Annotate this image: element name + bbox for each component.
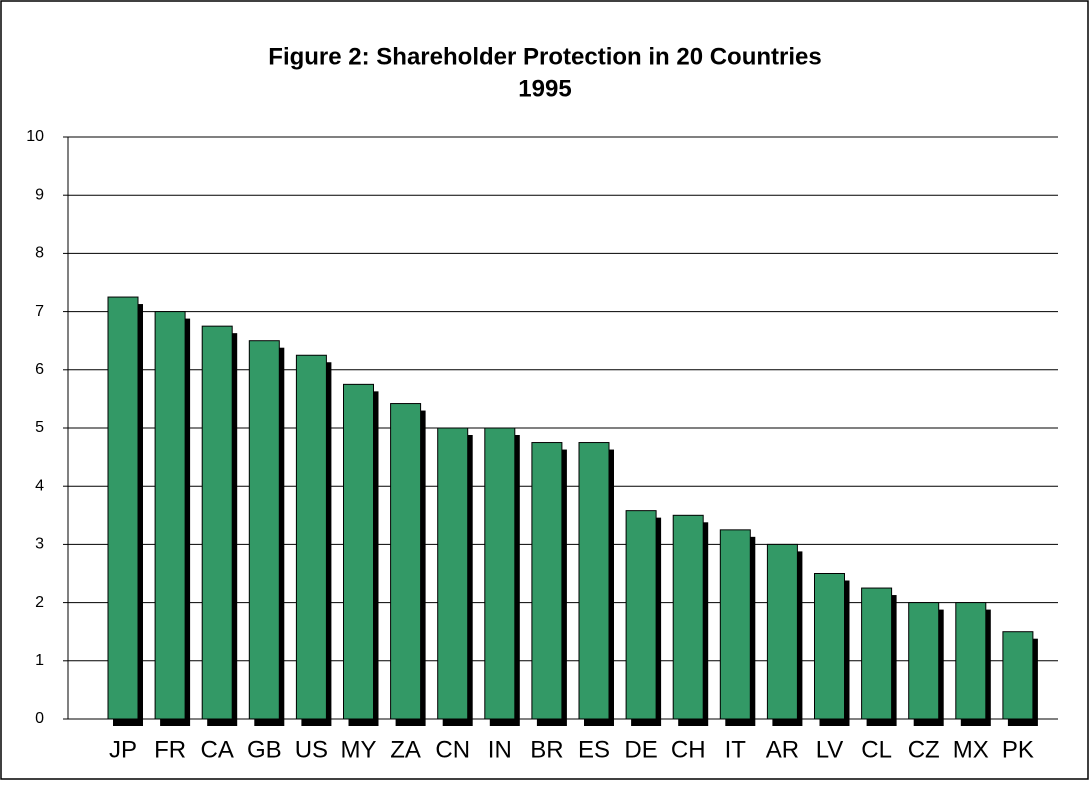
bar — [814, 573, 845, 720]
bar — [719, 529, 751, 720]
y-tick-label: 1 — [35, 652, 44, 669]
bar — [908, 602, 940, 720]
x-tick-label: MY — [341, 736, 377, 763]
bar — [343, 383, 374, 720]
x-tick-label: CN — [435, 736, 470, 763]
bar — [861, 587, 893, 720]
x-tick-label: DE — [624, 736, 657, 763]
bar — [766, 543, 798, 720]
y-tick-label: 0 — [35, 710, 44, 727]
bar — [955, 602, 987, 720]
x-tick-label: ZA — [390, 736, 421, 763]
x-tick-label: IT — [725, 736, 747, 763]
x-tick-label: MX — [953, 736, 989, 763]
bar — [672, 514, 704, 720]
y-tick-label: 5 — [35, 419, 44, 436]
x-tick-label: CZ — [908, 736, 940, 763]
chart-subtitle: 1995 — [518, 75, 571, 102]
y-tick-label: 6 — [35, 361, 44, 378]
x-tick-label: CH — [671, 736, 706, 763]
y-tick-label: 9 — [35, 186, 44, 203]
y-tick-label: 2 — [35, 594, 44, 611]
x-tick-label: US — [295, 736, 328, 763]
x-tick-label: AR — [766, 736, 799, 763]
bar — [625, 510, 657, 720]
x-tick-label: JP — [109, 736, 137, 763]
bar — [295, 354, 327, 720]
x-tick-label: CA — [201, 736, 234, 763]
y-tick-label: 7 — [35, 303, 44, 320]
bar — [201, 325, 233, 720]
x-tick-label: FR — [154, 736, 186, 763]
bar — [390, 403, 422, 720]
y-tick-label: 4 — [35, 477, 44, 494]
x-tick-label: GB — [247, 736, 282, 763]
bar — [154, 311, 186, 720]
bar — [531, 442, 563, 720]
bar — [484, 427, 516, 720]
x-tick-label: LV — [816, 736, 844, 763]
bar — [437, 427, 469, 720]
x-tick-label: BR — [530, 736, 563, 763]
x-tick-label: IN — [488, 736, 512, 763]
bar — [248, 340, 280, 720]
y-tick-label: 8 — [35, 245, 44, 262]
bar — [1002, 631, 1034, 720]
bar — [578, 442, 610, 720]
x-tick-label: ES — [578, 736, 610, 763]
chart-title: Figure 2: Shareholder Protection in 20 C… — [268, 43, 821, 70]
x-tick-label: CL — [861, 736, 892, 763]
y-tick-label: 3 — [35, 536, 44, 553]
bar — [107, 296, 139, 720]
y-tick-label: 10 — [26, 128, 44, 145]
x-tick-label: PK — [1002, 736, 1034, 763]
